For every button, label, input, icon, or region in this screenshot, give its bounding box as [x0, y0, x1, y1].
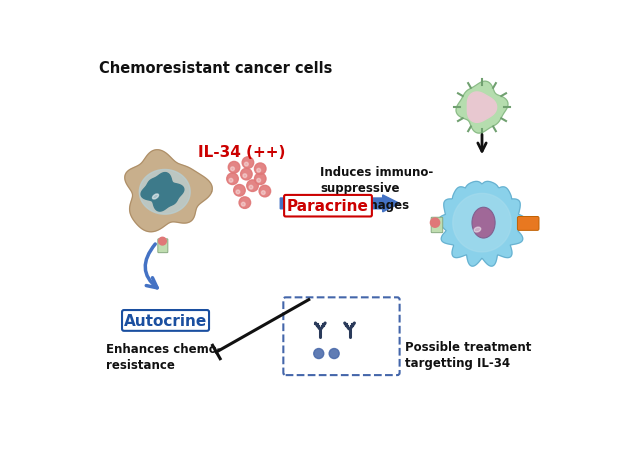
Circle shape — [227, 174, 238, 185]
Circle shape — [329, 349, 339, 359]
Polygon shape — [467, 93, 497, 123]
Ellipse shape — [472, 208, 495, 239]
Polygon shape — [141, 173, 184, 212]
Ellipse shape — [474, 228, 481, 233]
Circle shape — [230, 167, 234, 171]
Text: Paracrine: Paracrine — [287, 199, 369, 214]
Circle shape — [255, 164, 266, 175]
Text: IL-34 (++): IL-34 (++) — [198, 145, 285, 160]
Text: Enhances chemo-
resistance: Enhances chemo- resistance — [106, 342, 222, 372]
Circle shape — [247, 180, 259, 192]
FancyBboxPatch shape — [431, 218, 443, 233]
Polygon shape — [125, 150, 212, 232]
Circle shape — [159, 238, 166, 245]
Circle shape — [234, 185, 245, 197]
Circle shape — [249, 186, 253, 190]
FancyBboxPatch shape — [284, 195, 372, 217]
Polygon shape — [140, 170, 190, 215]
Circle shape — [261, 191, 265, 195]
Circle shape — [239, 198, 251, 209]
Circle shape — [243, 175, 247, 178]
Circle shape — [314, 349, 324, 359]
Circle shape — [242, 157, 253, 169]
Text: Possible treatment
targetting IL-34: Possible treatment targetting IL-34 — [405, 340, 531, 369]
Circle shape — [241, 169, 252, 180]
Text: Chemoresistant cancer cells: Chemoresistant cancer cells — [99, 60, 332, 75]
Polygon shape — [452, 194, 511, 253]
Circle shape — [244, 163, 248, 167]
Circle shape — [255, 174, 266, 185]
Text: Autocrine: Autocrine — [124, 313, 207, 328]
Circle shape — [259, 186, 271, 198]
Ellipse shape — [152, 194, 159, 199]
FancyBboxPatch shape — [284, 298, 399, 375]
Text: Induces immuno-
suppressive
macrophages: Induces immuno- suppressive macrophages — [320, 166, 433, 212]
FancyArrow shape — [280, 195, 399, 212]
Circle shape — [229, 179, 233, 183]
Circle shape — [236, 190, 240, 194]
Circle shape — [431, 219, 440, 228]
FancyBboxPatch shape — [158, 239, 168, 253]
Polygon shape — [438, 182, 525, 267]
Circle shape — [257, 179, 260, 183]
Circle shape — [241, 203, 245, 207]
FancyBboxPatch shape — [517, 217, 539, 231]
Circle shape — [228, 162, 240, 174]
FancyBboxPatch shape — [122, 310, 209, 331]
Polygon shape — [456, 82, 508, 134]
Circle shape — [257, 169, 260, 173]
